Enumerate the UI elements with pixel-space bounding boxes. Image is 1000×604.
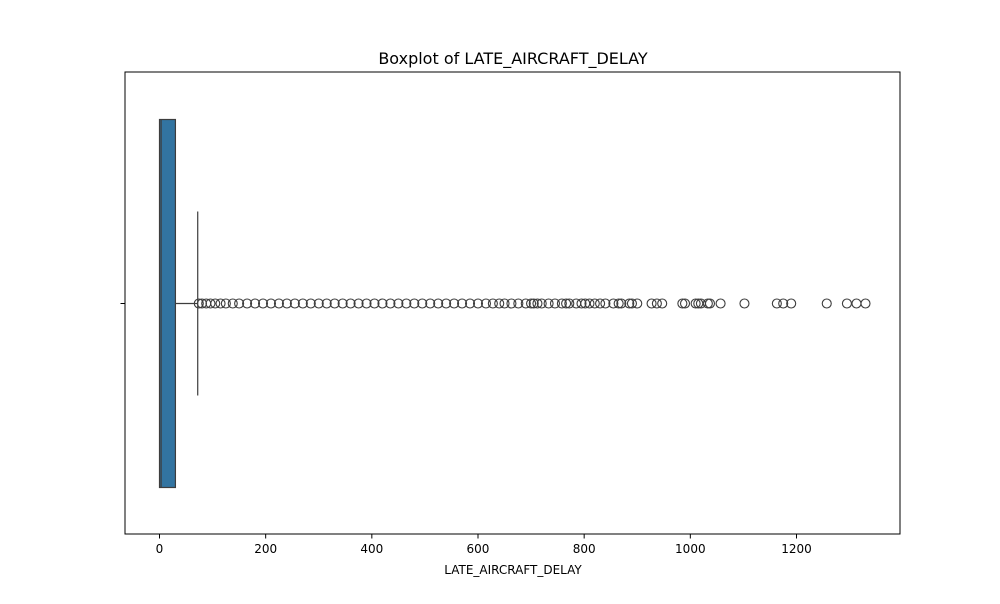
outlier-point xyxy=(273,298,284,309)
outlier-point xyxy=(487,298,498,309)
outlier-point xyxy=(297,298,308,309)
outlier-point xyxy=(778,298,789,309)
outlier-point xyxy=(472,298,484,309)
outlier-point xyxy=(250,298,261,309)
outlier-point xyxy=(480,298,492,309)
outlier-point xyxy=(624,298,635,309)
outlier-point xyxy=(385,298,396,309)
outlier-point xyxy=(433,298,444,309)
outlier-point xyxy=(690,298,701,309)
outlier-point xyxy=(715,298,726,309)
outlier-point xyxy=(234,298,245,309)
outlier-point xyxy=(576,298,587,309)
outlier-point xyxy=(289,298,300,309)
outlier-point xyxy=(657,298,668,309)
outlier-point xyxy=(677,298,688,309)
outlier-point xyxy=(313,298,324,309)
outlier-point xyxy=(506,298,517,309)
x-tick-label: 400 xyxy=(360,542,383,556)
outlier-point xyxy=(215,298,226,309)
x-tick-label: 600 xyxy=(467,542,490,556)
outlier-point xyxy=(561,298,572,309)
x-tick-label: 1000 xyxy=(675,542,706,556)
box-iqr xyxy=(158,118,177,489)
outlier-point xyxy=(693,298,704,309)
outlier-point xyxy=(441,298,452,309)
outlier-point xyxy=(329,298,340,309)
outlier-point xyxy=(513,298,524,309)
outlier-point xyxy=(377,298,388,309)
outlier-point xyxy=(220,298,231,309)
outlier-point xyxy=(369,298,380,309)
outlier-point xyxy=(242,298,253,309)
outlier-point xyxy=(536,298,547,309)
outlier-point xyxy=(632,298,643,309)
outlier-point xyxy=(193,298,204,309)
outlier-point xyxy=(464,298,476,309)
outlier-point xyxy=(571,298,582,309)
outlier-point xyxy=(409,298,420,309)
outlier-point xyxy=(608,298,619,309)
outlier-point xyxy=(851,298,862,309)
outlier-point xyxy=(543,298,554,309)
outlier-point xyxy=(651,298,662,309)
outlier-point xyxy=(580,298,591,309)
outlier-point xyxy=(528,298,539,309)
outlier-point xyxy=(860,298,871,309)
outlier-point xyxy=(417,298,428,309)
outlier-point xyxy=(526,298,537,309)
outlier-point xyxy=(564,298,575,309)
x-axis-label: LATE_AIRCRAFT_DELAY xyxy=(444,563,582,577)
x-axis: 0 200 400 600 800 1000 1200 xyxy=(156,534,812,556)
outlier-point xyxy=(679,298,691,309)
outlier-point xyxy=(401,298,412,309)
x-tick-label: 0 xyxy=(156,542,164,556)
outlier-point xyxy=(600,298,611,309)
outlier-point xyxy=(305,298,316,309)
outlier-point xyxy=(520,298,531,309)
outlier-point xyxy=(613,298,624,309)
outlier-point xyxy=(626,298,637,309)
outlier-point xyxy=(549,298,561,309)
outlier-point xyxy=(704,298,716,309)
outlier-point xyxy=(739,298,750,309)
outlier-point xyxy=(449,298,460,309)
outlier-point xyxy=(205,298,216,309)
outlier-point xyxy=(821,298,832,309)
plot-frame xyxy=(124,71,901,535)
outlier-point xyxy=(281,298,292,309)
x-tick-label: 1200 xyxy=(781,542,812,556)
outlier-point xyxy=(646,298,657,309)
outlier-point xyxy=(210,298,221,309)
outlier-point xyxy=(584,298,595,309)
outlier-point xyxy=(786,298,797,309)
outlier-point xyxy=(345,298,356,309)
outlier-point xyxy=(556,298,567,309)
outlier-point xyxy=(393,298,404,309)
outlier-point xyxy=(771,298,782,309)
chart-title: Boxplot of LATE_AIRCRAFT_DELAY xyxy=(378,49,648,69)
outlier-point xyxy=(841,298,852,309)
x-tick-label: 800 xyxy=(573,542,596,556)
outlier-point xyxy=(227,298,238,309)
x-tick-label: 200 xyxy=(254,542,277,556)
outlier-point xyxy=(532,298,543,309)
outlier-point xyxy=(337,298,348,309)
outlier-point xyxy=(457,298,468,309)
outlier-point xyxy=(257,298,269,309)
outlier-point xyxy=(499,298,510,309)
outlier-point xyxy=(353,298,364,309)
outlier-point xyxy=(589,298,600,309)
outlier-point xyxy=(494,298,505,309)
outlier-point xyxy=(361,298,372,309)
outlier-point xyxy=(702,298,713,309)
outlier-point xyxy=(595,298,606,309)
outlier-point xyxy=(321,298,332,309)
outlier-point xyxy=(425,298,436,309)
outlier-point xyxy=(265,298,277,309)
outlier-point xyxy=(616,298,627,309)
plot-area xyxy=(158,118,871,489)
